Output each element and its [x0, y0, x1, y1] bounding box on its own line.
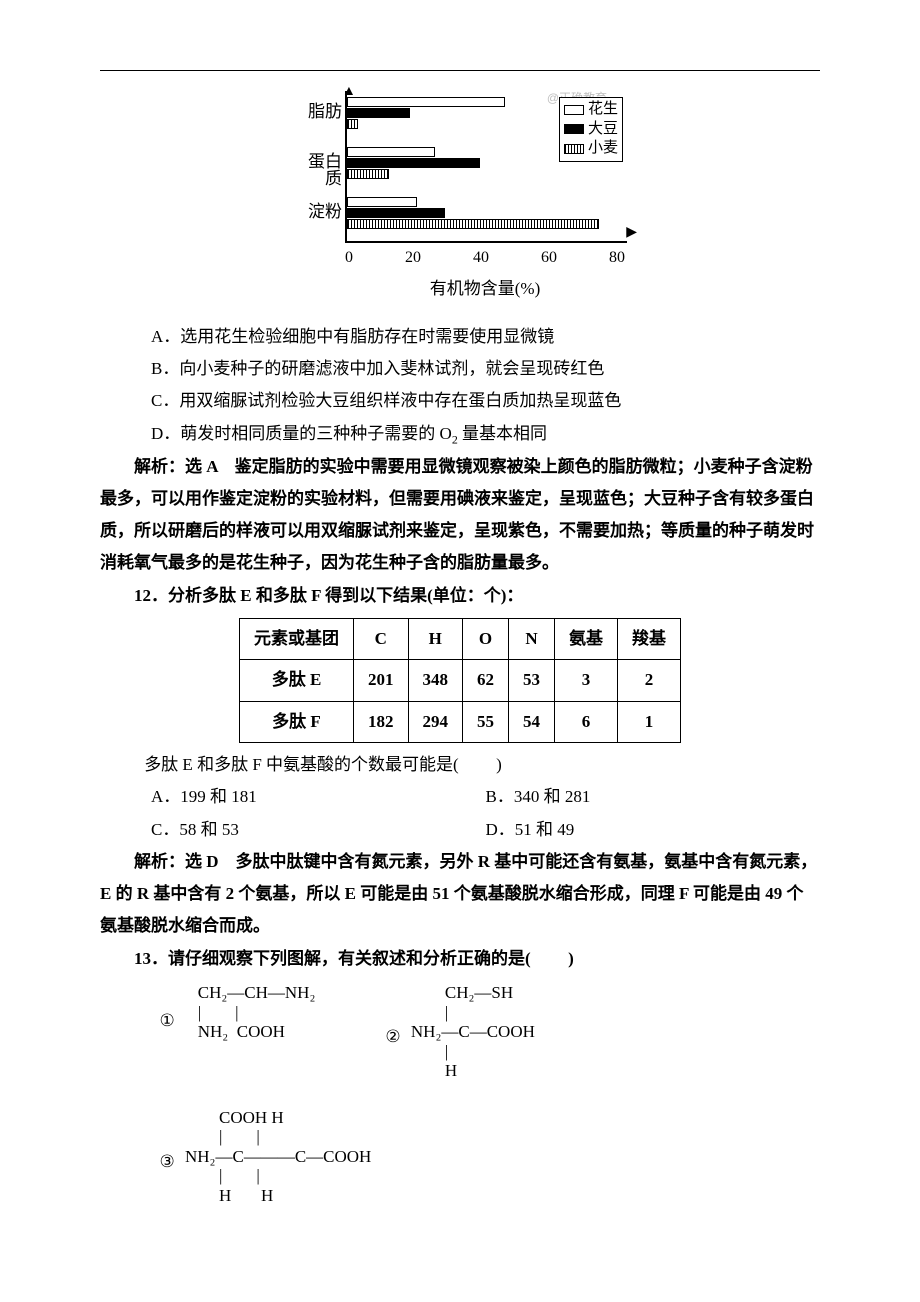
legend-swatch [564, 105, 584, 115]
legend-row: 小麦 [564, 139, 618, 159]
q12-option-d: D．51 和 49 [486, 814, 821, 846]
x-tick: 0 [345, 243, 353, 273]
bar-大豆 [347, 208, 445, 218]
q11-analysis: 解析：选 A 鉴定脂肪的实验中需要用显微镜观察被染上颜色的脂肪微粒；小麦种子含淀… [100, 451, 820, 580]
bar-group [347, 97, 505, 130]
bar-小麦 [347, 219, 599, 229]
q11-option-c: C．用双缩脲试剂检验大豆组织样液中存在蛋白质加热呈现蓝色 [151, 385, 820, 417]
bar-小麦 [347, 169, 389, 179]
q12-tail-end: ) [496, 755, 502, 774]
x-axis-ticks: 0 20 40 60 80 [345, 243, 625, 273]
table-header: 羧基 [618, 619, 681, 660]
q12-tail: 多肽 E 和多肽 F 中氨基酸的个数最可能是() [144, 749, 820, 781]
table-cell: 1 [618, 701, 681, 742]
y-category-label: 蛋白质 [297, 153, 342, 187]
legend-swatch [564, 124, 584, 134]
q13-stem: 13．请仔细观察下列图解，有关叙述和分析正确的是() [100, 943, 820, 975]
table-cell: 53 [509, 660, 555, 701]
q11-d-post: 量基本相同 [458, 424, 547, 443]
circle-1: ① [160, 1005, 175, 1037]
bar-花生 [347, 97, 505, 107]
q11-option-b: B．向小麦种子的研磨滤液中加入斐林试剂，就会呈现砖红色 [151, 353, 820, 385]
table-cell: 多肽 F [240, 701, 354, 742]
legend-label: 小麦 [588, 139, 618, 159]
table-cell: 3 [555, 660, 618, 701]
x-tick: 20 [405, 243, 421, 273]
table-cell: 62 [463, 660, 509, 701]
q12-option-a: A．199 和 181 [151, 781, 486, 813]
q13-formula-3: ③ COOH H | | NH₂—C———C—COOH | | H H [160, 1108, 372, 1212]
x-axis-label: 有机物含量(%) [345, 273, 625, 305]
table-cell: 54 [509, 701, 555, 742]
y-category-label: 脂肪 [297, 103, 342, 120]
top-rule [100, 70, 820, 71]
q12-option-c: C．58 和 53 [151, 814, 486, 846]
bar-花生 [347, 197, 417, 207]
x-axis-arrow: ▶ [626, 220, 637, 247]
q12-options-row1: A．199 和 181 B．340 和 281 [151, 781, 820, 813]
legend-label: 花生 [588, 100, 618, 120]
table-row: 多肽 F182294555461 [240, 701, 681, 742]
table-cell: 55 [463, 701, 509, 742]
chem-2: CH₂—SH | NH₂—C—COOH | H [411, 983, 535, 1081]
chart-legend: 花生大豆小麦 [559, 97, 623, 162]
q13-row2: ③ COOH H | | NH₂—C———C—COOH | | H H [160, 1108, 821, 1212]
bar-group [347, 197, 599, 230]
table-cell: 201 [354, 660, 409, 701]
table-cell: 多肽 E [240, 660, 354, 701]
q12-tail-text: 多肽 E 和多肽 F 中氨基酸的个数最可能是( [144, 755, 459, 774]
circle-3: ③ [160, 1146, 175, 1178]
table-cell: 182 [354, 701, 409, 742]
chem-1: CH₂—CH—NH₂ | | NH₂ COOH [185, 983, 315, 1042]
legend-row: 大豆 [564, 120, 618, 140]
q12-table: 元素或基团CHON氨基羧基多肽 E201348625332多肽 F1822945… [239, 618, 681, 743]
table-cell: 348 [408, 660, 463, 701]
chart-plot-area: ▲ ▶ @正确教育 花生大豆小麦 脂肪蛋白质淀粉 [345, 91, 627, 243]
q13-formula-2: ② CH₂—SH | NH₂—C—COOH | H [385, 983, 535, 1087]
bar-大豆 [347, 158, 480, 168]
table-cell: 294 [408, 701, 463, 742]
q12-option-b: B．340 和 281 [486, 781, 821, 813]
q13-stem-end: ) [568, 949, 574, 968]
x-tick: 40 [473, 243, 489, 273]
x-tick: 80 [609, 243, 625, 273]
x-tick: 60 [541, 243, 557, 273]
table-header: C [354, 619, 409, 660]
table-cell: 6 [555, 701, 618, 742]
table-header: N [509, 619, 555, 660]
q13-diagrams: ① CH₂—CH—NH₂ | | NH₂ COOH ② CH₂—SH | NH₂… [160, 983, 821, 1212]
q12-analysis: 解析：选 D 多肽中肽键中含有氮元素，另外 R 基中可能还含有氨基，氨基中含有氮… [100, 846, 820, 943]
circle-2: ② [385, 1021, 400, 1053]
q12-options-row2: C．58 和 53 D．51 和 49 [151, 814, 820, 846]
legend-label: 大豆 [588, 120, 618, 140]
table-header: 元素或基团 [240, 619, 354, 660]
q13-row1: ① CH₂—CH—NH₂ | | NH₂ COOH ② CH₂—SH | NH₂… [160, 983, 821, 1087]
chem-3: COOH H | | NH₂—C———C—COOH | | H H [185, 1108, 371, 1206]
table-header: H [408, 619, 463, 660]
q11-option-a: A．选用花生检验细胞中有脂肪存在时需要使用显微镜 [151, 321, 820, 353]
q11-d-pre: D．萌发时相同质量的三种种子需要的 O [151, 424, 452, 443]
bar-花生 [347, 147, 435, 157]
table-header: 氨基 [555, 619, 618, 660]
table-cell: 2 [618, 660, 681, 701]
bar-大豆 [347, 108, 410, 118]
q13-stem-text: 13．请仔细观察下列图解，有关叙述和分析正确的是( [134, 949, 531, 968]
q11-option-d: D．萌发时相同质量的三种种子需要的 O2 量基本相同 [151, 418, 820, 451]
bar-group [347, 147, 480, 180]
q12-stem: 12．分析多肽 E 和多肽 F 得到以下结果(单位：个)： [100, 580, 820, 612]
organic-content-chart: ▲ ▶ @正确教育 花生大豆小麦 脂肪蛋白质淀粉 0 20 40 60 80 有机物含量… [295, 91, 625, 306]
table-row: 多肽 E201348625332 [240, 660, 681, 701]
y-category-label: 淀粉 [297, 203, 342, 220]
legend-swatch [564, 144, 584, 154]
q13-formula-1: ① CH₂—CH—NH₂ | | NH₂ COOH [160, 983, 316, 1087]
table-header: O [463, 619, 509, 660]
legend-row: 花生 [564, 100, 618, 120]
bar-小麦 [347, 119, 358, 129]
